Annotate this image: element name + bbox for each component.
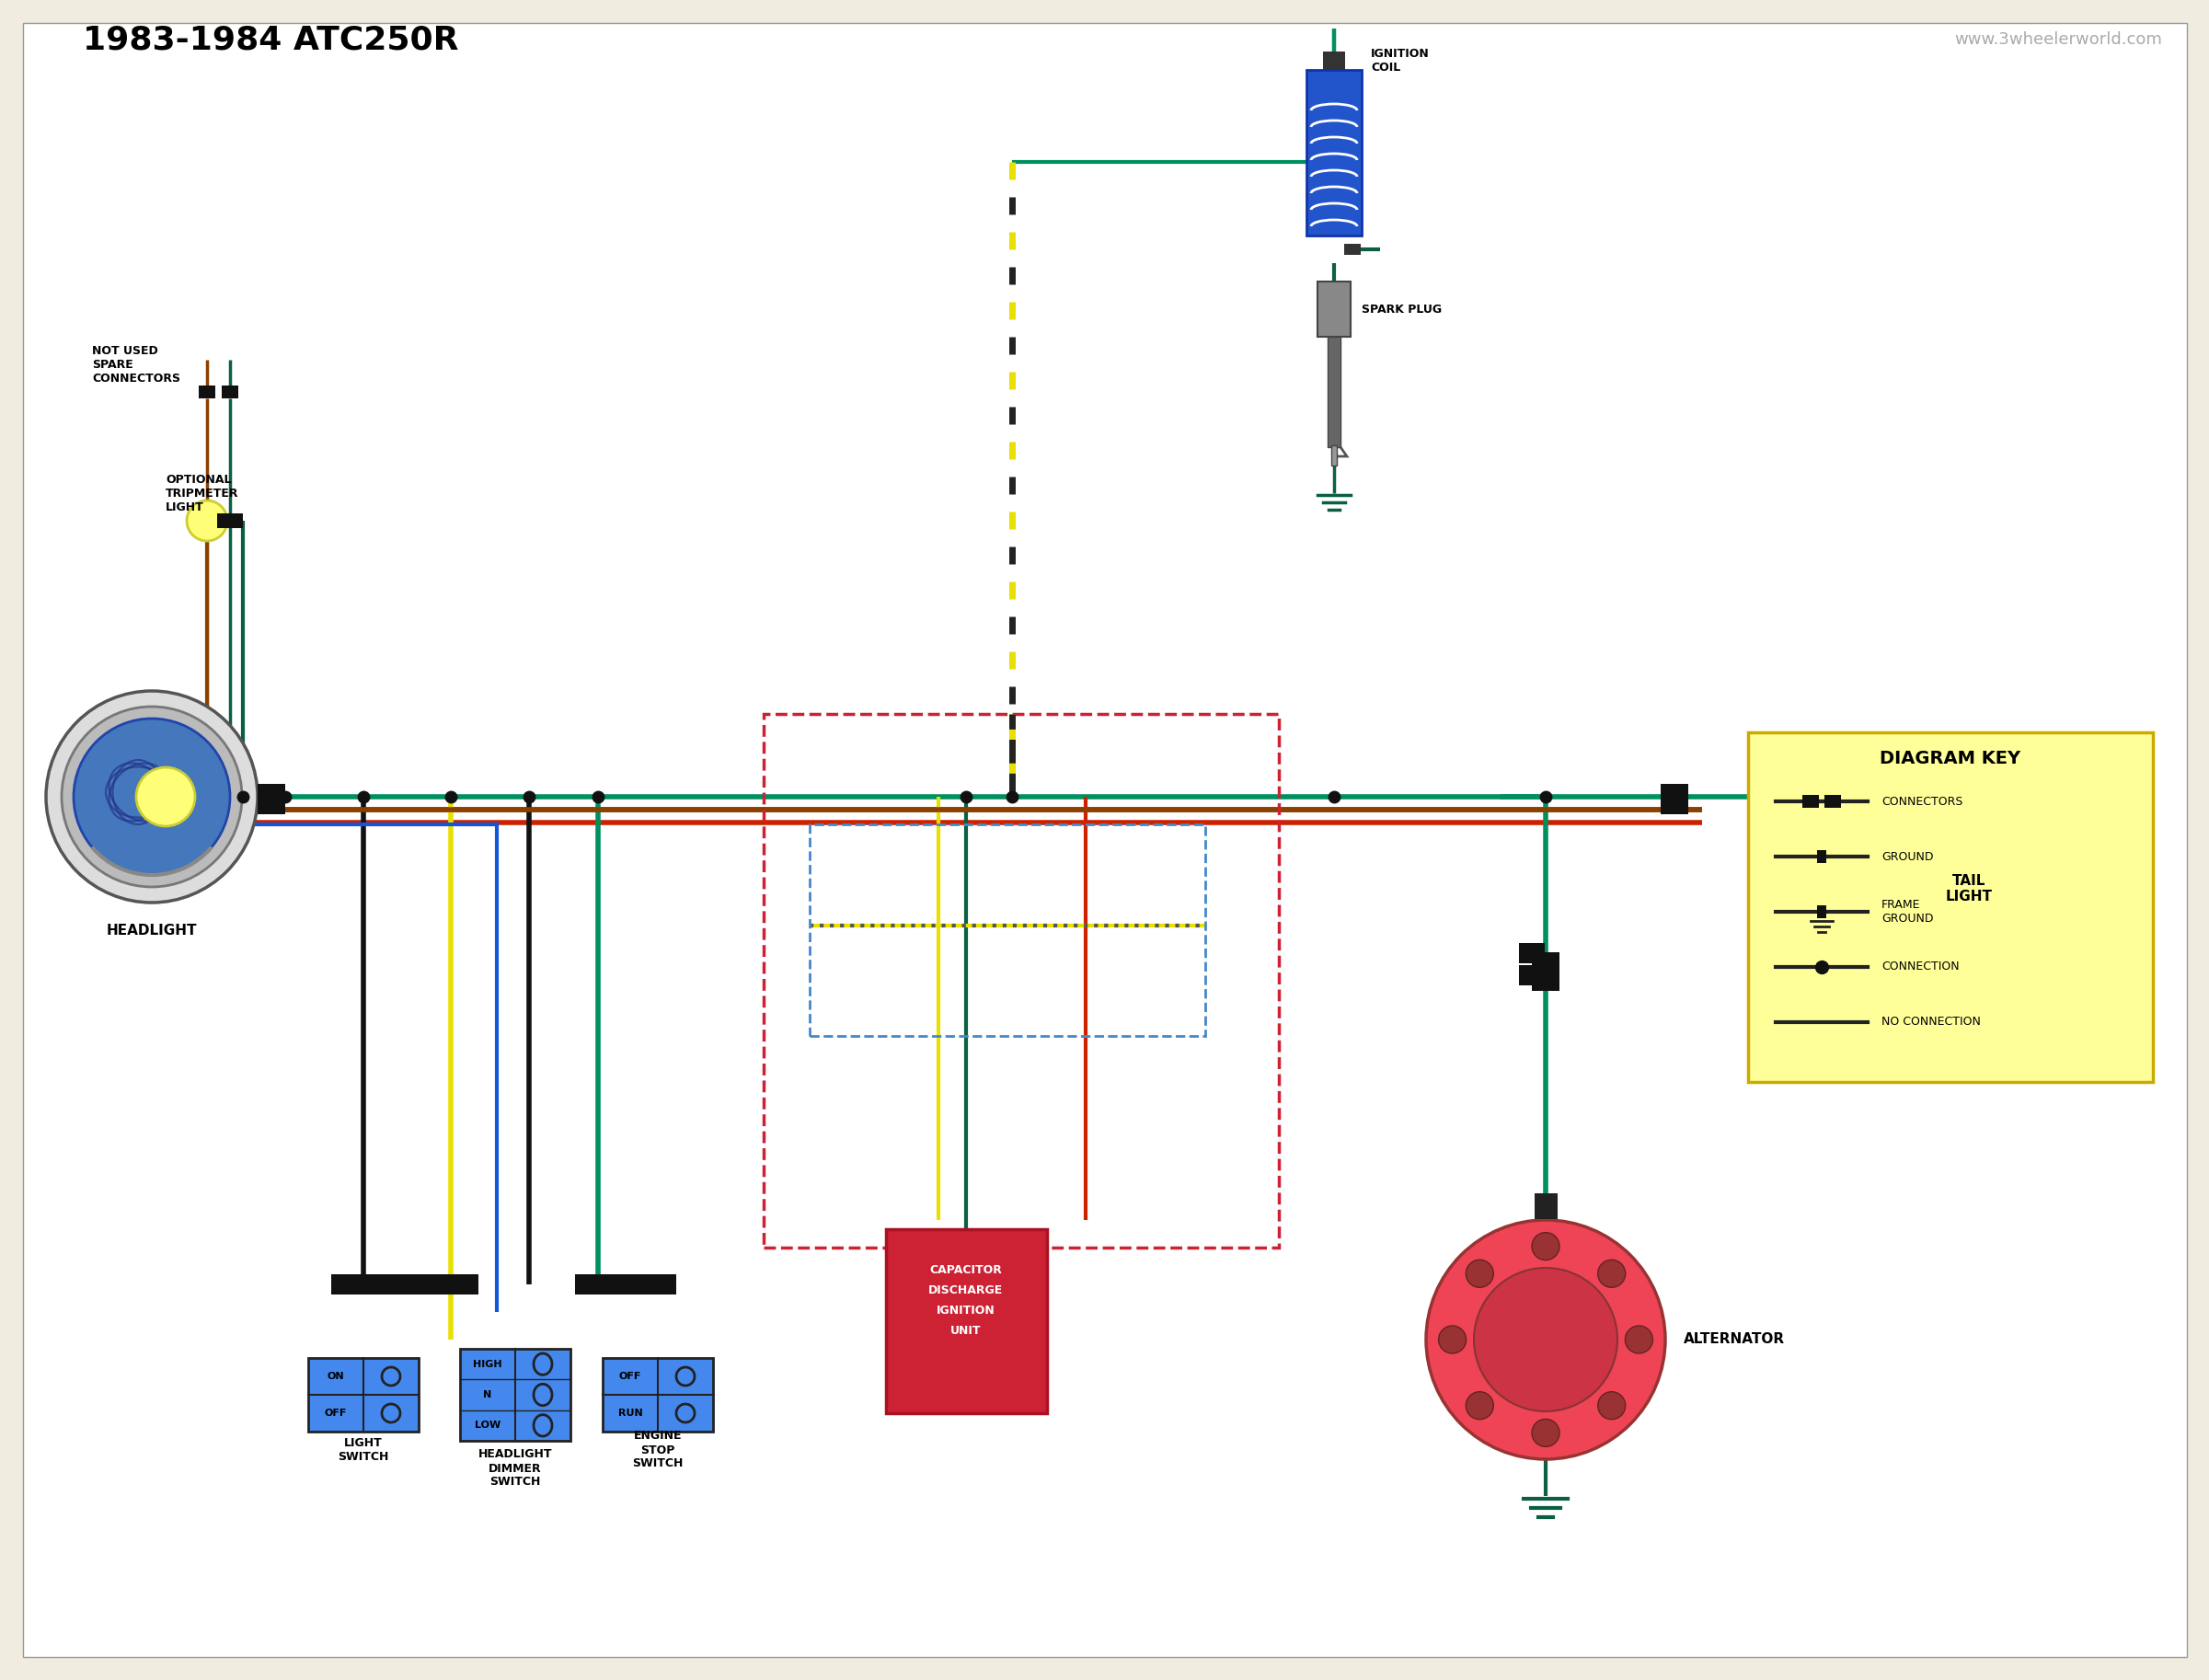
- Bar: [258, 785, 285, 800]
- Circle shape: [1531, 1420, 1560, 1446]
- Bar: [886, 1230, 1047, 1413]
- Circle shape: [188, 501, 228, 541]
- Text: CAPACITOR: CAPACITOR: [930, 1265, 1003, 1277]
- Text: ALTERNATOR: ALTERNATOR: [1683, 1332, 1785, 1346]
- Text: CONNECTION: CONNECTION: [1882, 961, 1959, 973]
- Text: OFF: OFF: [619, 1373, 641, 1381]
- Circle shape: [1597, 1391, 1626, 1420]
- Text: UNIT: UNIT: [950, 1326, 981, 1337]
- Bar: [764, 714, 1279, 1248]
- Text: GROUND: GROUND: [1882, 850, 1933, 862]
- Text: www.3wheelerworld.com: www.3wheelerworld.com: [1955, 32, 2163, 47]
- Bar: [331, 1273, 479, 1295]
- Bar: [1332, 445, 1336, 465]
- Text: SPARK PLUG: SPARK PLUG: [1361, 302, 1442, 316]
- Circle shape: [1467, 1260, 1493, 1287]
- Circle shape: [1427, 1220, 1666, 1460]
- Bar: [1520, 964, 1544, 986]
- Text: NOT USED
SPARE
CONNECTORS: NOT USED SPARE CONNECTORS: [93, 344, 181, 385]
- Text: RUN: RUN: [619, 1408, 643, 1418]
- Text: ON: ON: [327, 1373, 345, 1381]
- Bar: [811, 825, 1206, 1037]
- Bar: [1306, 71, 1361, 235]
- Text: DISCHARGE: DISCHARGE: [928, 1285, 1003, 1297]
- Bar: [221, 385, 239, 398]
- Circle shape: [1597, 1260, 1626, 1287]
- Text: TAIL
LIGHT: TAIL LIGHT: [1946, 874, 1993, 904]
- Bar: [1520, 942, 1544, 963]
- Circle shape: [73, 719, 230, 875]
- Text: DIAGRAM KEY: DIAGRAM KEY: [1880, 749, 2021, 766]
- Bar: [1323, 52, 1345, 71]
- Bar: [433, 1275, 468, 1294]
- Text: CONNECTORS: CONNECTORS: [1882, 795, 1964, 808]
- Text: IGNITION: IGNITION: [937, 1305, 996, 1317]
- Bar: [1328, 336, 1341, 447]
- Text: 1983-1984 ATC250R: 1983-1984 ATC250R: [82, 24, 459, 55]
- Circle shape: [46, 690, 258, 902]
- Bar: [199, 385, 214, 398]
- Bar: [1886, 738, 1977, 857]
- Text: IGNITION
COIL: IGNITION COIL: [1372, 47, 1429, 74]
- Text: ENGINE
STOP
SWITCH: ENGINE STOP SWITCH: [632, 1430, 683, 1470]
- Bar: [459, 1349, 570, 1441]
- Bar: [1747, 732, 2154, 1082]
- Bar: [1531, 953, 1560, 973]
- Text: NO CONNECTION: NO CONNECTION: [1882, 1016, 1981, 1028]
- Bar: [1661, 785, 1688, 800]
- Bar: [574, 1273, 676, 1295]
- Bar: [603, 1357, 714, 1431]
- Bar: [258, 798, 285, 815]
- Text: FRAME
GROUND: FRAME GROUND: [1882, 899, 1933, 924]
- Text: HIGH: HIGH: [473, 1359, 501, 1369]
- Bar: [1942, 743, 2006, 850]
- Bar: [1803, 795, 1818, 808]
- Circle shape: [62, 707, 243, 887]
- Text: LIGHT
SWITCH: LIGHT SWITCH: [338, 1436, 389, 1463]
- Bar: [1317, 282, 1350, 336]
- Circle shape: [137, 768, 194, 827]
- Circle shape: [1893, 771, 1944, 823]
- Circle shape: [1438, 1326, 1467, 1354]
- Text: OFF: OFF: [325, 1408, 347, 1418]
- Bar: [309, 1357, 420, 1431]
- Circle shape: [1467, 1391, 1493, 1420]
- Text: OPTIONAL
TRIPMETER
LIGHT: OPTIONAL TRIPMETER LIGHT: [166, 474, 239, 512]
- Bar: [1535, 1193, 1557, 1220]
- Bar: [1531, 971, 1560, 991]
- Circle shape: [1626, 1326, 1652, 1354]
- Text: LOW: LOW: [475, 1421, 501, 1430]
- Bar: [1661, 798, 1688, 815]
- Bar: [1818, 906, 1827, 919]
- Text: HEADLIGHT
DIMMER
SWITCH: HEADLIGHT DIMMER SWITCH: [477, 1448, 552, 1488]
- Circle shape: [1531, 1233, 1560, 1260]
- Text: N: N: [484, 1389, 493, 1399]
- Bar: [1825, 795, 1840, 808]
- Bar: [1818, 850, 1827, 864]
- Circle shape: [1473, 1268, 1617, 1411]
- Text: HEADLIGHT: HEADLIGHT: [106, 924, 197, 937]
- Bar: [1343, 244, 1361, 255]
- Bar: [216, 514, 243, 528]
